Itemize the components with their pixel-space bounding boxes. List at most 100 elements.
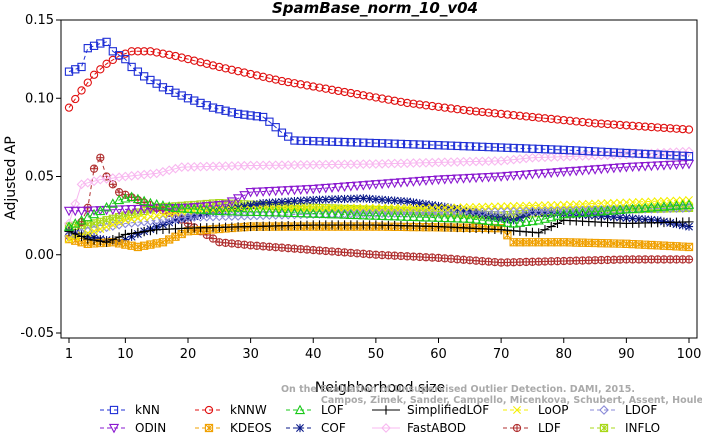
data-point: [414, 176, 425, 187]
data-point: [640, 202, 651, 213]
data-point: [647, 122, 656, 132]
data-point: [584, 118, 593, 127]
data-point: [396, 196, 406, 206]
data-point: [139, 226, 149, 237]
data-point: [71, 94, 80, 104]
data-point: [334, 195, 343, 204]
data-point: [522, 144, 531, 153]
data-point: [478, 142, 487, 151]
data-point: [547, 114, 556, 124]
data-point: [646, 161, 657, 172]
data-point: [453, 203, 462, 212]
data-point: [553, 145, 562, 154]
data-point: [508, 171, 519, 181]
data-point: [96, 225, 105, 234]
data-point: [164, 201, 175, 211]
data-point: [326, 208, 338, 219]
data-point: [115, 218, 124, 227]
data-point: [671, 200, 682, 210]
data-point: [371, 195, 380, 204]
data-point: [390, 96, 399, 105]
data-point: [120, 193, 131, 203]
data-point: [227, 204, 236, 213]
legend-item-inflo: INFLO: [590, 421, 660, 434]
data-point: [602, 205, 613, 215]
data-point: [641, 149, 650, 159]
data-point: [302, 136, 312, 146]
data-point: [252, 112, 262, 121]
data-point: [377, 94, 387, 103]
data-point: [340, 203, 349, 212]
x-axis-label: Neighborhood size: [315, 380, 445, 396]
data-point: [70, 206, 81, 217]
data-point: [515, 111, 525, 120]
series-line: [68, 207, 690, 237]
legend-label: LOF: [321, 403, 344, 417]
data-point: [489, 172, 500, 183]
data-point: [63, 206, 75, 217]
data-point: [183, 94, 193, 103]
data-point: [165, 85, 174, 95]
data-point: [628, 121, 637, 130]
data-point: [434, 201, 443, 211]
legend-marker: [513, 406, 521, 414]
data-point: [365, 203, 374, 212]
data-point: [653, 197, 662, 206]
data-point: [120, 229, 130, 240]
data-point: [71, 65, 80, 74]
data-point: [246, 201, 255, 210]
data-point: [646, 202, 657, 212]
data-point: [597, 119, 606, 128]
data-point: [321, 203, 330, 212]
data-point: [96, 65, 105, 74]
data-point: [666, 151, 675, 160]
data-point: [384, 95, 393, 104]
data-point: [96, 154, 104, 162]
data-point: [364, 210, 375, 220]
data-point: [408, 177, 419, 187]
data-point: [395, 211, 407, 221]
data-point: [89, 70, 99, 79]
data-point: [309, 195, 318, 205]
data-point: [478, 202, 487, 211]
data-point: [439, 175, 450, 185]
legend-item-simplifiedlof: SimplifiedLOF: [372, 403, 489, 417]
data-point: [528, 208, 537, 217]
data-point: [353, 203, 362, 212]
data-point: [439, 212, 450, 223]
data-point: [259, 199, 268, 208]
data-point: [146, 47, 155, 56]
data-point: [346, 138, 355, 147]
data-point: [483, 215, 494, 225]
data-point: [684, 152, 694, 161]
data-point: [378, 203, 387, 212]
data-point: [333, 209, 344, 219]
data-point: [190, 212, 199, 221]
data-point: [301, 207, 313, 218]
data-point: [189, 203, 200, 214]
data-point: [76, 206, 87, 217]
series-simplifiedlof: [64, 215, 694, 247]
data-point: [151, 198, 162, 209]
data-point: [90, 165, 98, 173]
data-point: [641, 197, 650, 206]
data-point: [621, 204, 632, 214]
plot-frame: [60, 19, 698, 339]
data-point: [296, 80, 305, 89]
data-point: [284, 197, 293, 206]
data-point: [102, 222, 111, 231]
data-point: [209, 234, 217, 243]
data-point: [433, 212, 444, 222]
data-point: [158, 49, 168, 58]
data-point: [533, 169, 544, 180]
data-point: [383, 210, 394, 221]
data-point: [90, 227, 99, 236]
data-point: [358, 181, 369, 191]
data-point: [396, 139, 406, 149]
data-point: [609, 198, 618, 207]
data-point: [140, 241, 149, 250]
data-point: [289, 185, 300, 196]
data-point: [534, 208, 543, 217]
data-point: [403, 197, 412, 206]
data-point: [603, 199, 612, 208]
